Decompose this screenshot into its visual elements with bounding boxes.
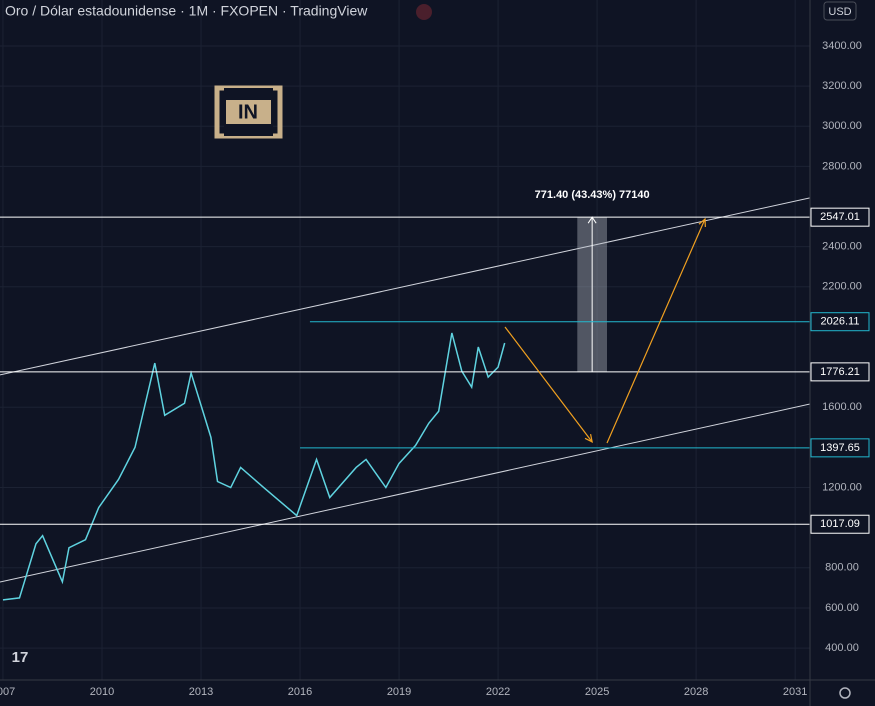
y-tick-label: 1200.00: [822, 481, 862, 493]
forecast-arrow: [606, 218, 706, 444]
y-tick-label: 400.00: [825, 642, 859, 654]
x-tick-label: 2022: [486, 686, 510, 698]
forecast-arrow: [504, 326, 593, 443]
level-label: 1017.09: [820, 518, 860, 530]
level-label: 2547.01: [820, 211, 860, 223]
x-tick-label: 2016: [288, 686, 312, 698]
y-tick-label: 800.00: [825, 562, 859, 574]
level-label: 1776.21: [820, 366, 860, 378]
y-tick-label: 3400.00: [822, 40, 862, 52]
axes: 400.00 600.00 800.00 1200.00 1600.00 2200.00 2…: [0, 40, 870, 698]
logo-text: IN: [238, 101, 258, 123]
logo-bg: [226, 100, 271, 124]
level-tag: [810, 207, 870, 227]
y-tick-label: 2200.00: [822, 281, 862, 293]
y-tick-label: 2400.00: [822, 241, 862, 253]
x-tick-label: 2013: [189, 686, 213, 698]
x-tick-label: 2025: [585, 686, 609, 698]
grid: [0, 0, 810, 680]
y-tick-label: 3200.00: [822, 80, 862, 92]
tv-logo: 17: [12, 649, 29, 666]
arrowhead: [584, 433, 593, 444]
currency[interactable]: USD: [828, 6, 851, 18]
settings-icon[interactable]: [839, 687, 851, 699]
x-tick-label: 2031: [783, 686, 807, 698]
y-tick-label: 600.00: [825, 602, 859, 614]
level-tag: [810, 362, 870, 382]
chart-title: Oro / Dólar estadounidense · 1M · FXOPEN…: [5, 3, 368, 19]
status-icon: [416, 4, 432, 20]
trend-line: [0, 197, 810, 376]
currency-box[interactable]: [823, 1, 857, 21]
level-label: 2026.11: [821, 316, 860, 328]
y-tick-label: 3000.00: [822, 120, 862, 132]
level-tag: [810, 514, 870, 534]
level-label: 1397.65: [820, 442, 860, 454]
trend-line: [0, 403, 810, 583]
y-tick-label: 1600.00: [822, 401, 862, 413]
plot-area: [0, 197, 810, 601]
x-tick-label: 2019: [387, 686, 411, 698]
x-tick-label: 2007: [0, 686, 15, 698]
arrowhead: [698, 217, 706, 227]
measure-label: 771.40 (43.43%) 77140: [535, 189, 650, 201]
level-tag: [810, 312, 870, 332]
price-line: [2, 332, 506, 601]
x-tick-label: 2010: [90, 686, 114, 698]
level-tag: [810, 438, 870, 458]
y-tick-label: 2800.00: [822, 160, 862, 172]
x-tick-label: 2028: [684, 686, 708, 698]
